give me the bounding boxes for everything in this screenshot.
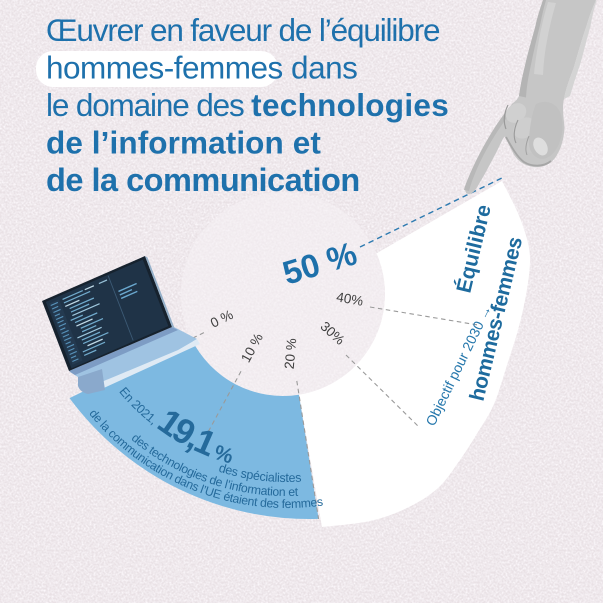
- svg-text:hommes-femmes dans: hommes-femmes dans: [46, 50, 357, 86]
- svg-text:de l’information et: de l’information et: [46, 125, 321, 161]
- svg-text:de la communication: de la communication: [46, 162, 360, 198]
- svg-text:Œuvrer en faveur de l’équilibr: Œuvrer en faveur de l’équilibre: [46, 12, 440, 48]
- svg-text:le domaine des technologies: le domaine des technologies: [46, 87, 449, 123]
- svg-text:40%: 40%: [335, 289, 364, 308]
- svg-text:20 %: 20 %: [282, 338, 300, 370]
